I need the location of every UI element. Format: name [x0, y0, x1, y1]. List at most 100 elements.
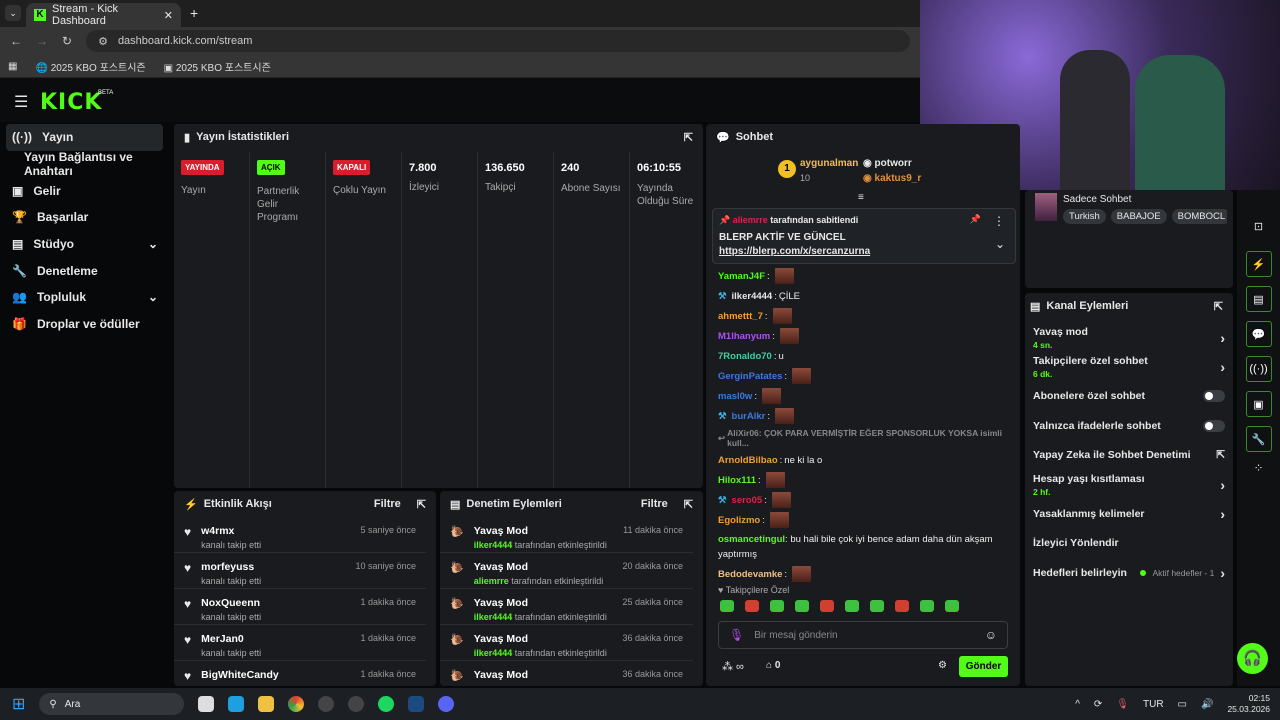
popout-icon[interactable]: ⇱ [683, 131, 693, 144]
sidebar-item-studyo[interactable]: ▤ Stüdyo ⌄ [0, 231, 170, 258]
close-tab-icon[interactable]: ✕ [163, 9, 173, 22]
follower-name[interactable]: MerJan0 [201, 633, 244, 645]
feed-item[interactable]: ♥ morfeyuss kanalı takip etti 10 saniye önc… [174, 553, 426, 589]
mod-user[interactable]: ilker4444 [473, 540, 513, 550]
sidebar-item-denetleme[interactable]: 🔧 Denetleme [0, 257, 170, 284]
sidebar-item-topluluk[interactable]: 👥 Topluluk ⌄ [0, 284, 170, 311]
bookmark-1[interactable]: 🌐 2025 KBO 포스트시즌 [35, 62, 146, 74]
channel-points-icon[interactable]: ⁂ ∞ [722, 661, 744, 673]
chat-input[interactable]: 🎙 Bir mesaj gönderin ☺ [718, 621, 1008, 649]
emote-icon[interactable] [795, 600, 809, 612]
pinned-by-user[interactable]: aliemrre [732, 215, 768, 225]
feed-item[interactable]: ♥ MerJan0 kanalı takip etti 1 dakika önce [174, 625, 426, 661]
tag[interactable]: Turkish [1063, 209, 1106, 224]
notes-button[interactable]: ▤ [1245, 286, 1272, 312]
emoji-icon[interactable]: ☺ [984, 628, 997, 642]
chevron-right-icon[interactable]: › [1220, 329, 1225, 346]
mod-item[interactable]: 🐌 Yavaş Mod ilker4444 tarafından etkinleşt… [440, 625, 693, 661]
broadcast-button[interactable]: ((·)) [1245, 356, 1272, 382]
tab-search-button[interactable]: ⌄ [5, 5, 21, 21]
site-settings-icon[interactable]: ⚙ [98, 35, 108, 48]
category-thumbnail[interactable] [1035, 193, 1057, 221]
steam-icon[interactable] [408, 696, 425, 712]
chat-username[interactable]: ArnoldBilbao [718, 454, 778, 466]
emote-icon[interactable] [770, 600, 784, 612]
back-icon[interactable]: ← [10, 34, 22, 48]
follower-name[interactable]: morfeyuss [201, 561, 255, 573]
file-explorer-icon[interactable] [258, 696, 275, 712]
menu-icon[interactable]: ☰ [14, 94, 29, 111]
reply-preview[interactable]: ↩ AliXir06: ÇOK PARA VERMİŞTİR EĞER SPON… [706, 426, 1020, 450]
tray-chevron-icon[interactable]: ^ [1075, 698, 1080, 710]
gift-points[interactable]: ⌂ 0 [766, 660, 781, 671]
new-tab-button[interactable]: + [190, 5, 199, 21]
wrench-button[interactable]: 🔧 [1245, 426, 1272, 452]
chevron-right-icon[interactable]: › [1220, 506, 1225, 523]
chrome-icon[interactable] [288, 696, 305, 712]
emote-icon[interactable] [870, 600, 884, 612]
channel-action-item[interactable]: İzleyici Yönlendir [1025, 529, 1233, 558]
feed-item[interactable]: ♥ BigWhiteCandy 1 dakika önce [174, 661, 426, 686]
feed-item[interactable]: ♥ w4rmx kanalı takip etti 5 saniye önce [174, 517, 426, 553]
kick-logo[interactable]: KICK [40, 90, 103, 115]
sidebar-item-stream-key[interactable]: Yayın Bağlantısı ve Anahtarı [0, 150, 170, 178]
popout-icon[interactable]: ⇱ [416, 498, 426, 511]
more-icon[interactable]: ⋮ [993, 214, 1005, 228]
chat-button[interactable]: 💬 [1245, 321, 1272, 347]
lightning-button[interactable]: ⚡ [1245, 251, 1272, 277]
tray-icon[interactable]: ⟳ [1093, 698, 1103, 710]
sidebar-item-basarilar[interactable]: 🏆 Başarılar [0, 204, 170, 231]
emote-icon[interactable] [920, 600, 934, 612]
emote-icon[interactable] [845, 600, 859, 612]
category-name[interactable]: Sadece Sohbet [1063, 194, 1132, 205]
forward-icon[interactable]: → [36, 34, 48, 48]
clock[interactable]: 02:15 25.03.2026 [1227, 693, 1270, 715]
chat-username[interactable]: 7Ronaldo70 [718, 350, 772, 362]
chat-username[interactable]: Bedodevamke [718, 568, 783, 580]
chevron-right-icon[interactable]: › [1220, 359, 1225, 376]
popout-icon[interactable]: ⇱ [1213, 300, 1223, 313]
chat-username[interactable]: burAlkr [731, 410, 766, 422]
toggle-switch[interactable] [1203, 390, 1225, 403]
chat-username[interactable]: ahmettt_7 [718, 310, 763, 322]
emote-icon[interactable] [745, 600, 759, 612]
mod-item[interactable]: 🐌 Yavaş Mod aliemrre tarafından etkinleşti… [440, 553, 693, 589]
sidebar-item-yayin[interactable]: ((·)) Yayın [6, 124, 163, 151]
mod-item[interactable]: 🐌 Yavaş Mod 36 dakika önce [440, 661, 693, 686]
channel-action-item[interactable]: Yapay Zeka ile Sohbet Denetimi ⇱ [1025, 441, 1233, 470]
browser-tab[interactable]: K Stream - Kick Dashboard ✕ [26, 3, 181, 27]
emote-icon[interactable] [720, 600, 734, 612]
channel-action-item[interactable]: Takipçilere özel sohbet 6 dk. › [1025, 352, 1233, 381]
channel-action-item[interactable]: Yasaklanmış kelimeler › [1025, 499, 1233, 528]
apps-icon[interactable]: ▦ [8, 60, 18, 72]
chat-username[interactable]: osmancetingul [718, 534, 786, 545]
pinned-link[interactable]: https://blerp.com/x/sercanzurna [719, 246, 871, 257]
collapse-leaderboard-icon[interactable]: ≡ [858, 192, 864, 203]
channel-action-item[interactable]: Hedefleri belirleyin Aktif hedefler - 1 › [1025, 558, 1233, 587]
channel-action-item[interactable]: Abonelere özel sohbet [1025, 382, 1233, 411]
filter-button[interactable]: Filtre [373, 498, 401, 510]
app-icon[interactable] [348, 696, 365, 712]
toggle-switch[interactable] [1203, 419, 1225, 432]
chat-username[interactable]: M1lhanyum [718, 330, 771, 342]
channel-action-item[interactable]: Yavaş mod 4 sn. › [1025, 323, 1233, 352]
task-view-icon[interactable] [198, 696, 215, 712]
mod-user[interactable]: ilker4444 [473, 612, 513, 622]
bookmark-2[interactable]: ▣ 2025 KBO 포스트시즌 [163, 62, 271, 74]
app-icon[interactable] [318, 696, 335, 712]
chat-username[interactable]: Hilox111 [718, 474, 757, 486]
feed-item[interactable]: ♥ NoxQueenn kanalı takip etti 1 dakika önce [174, 589, 426, 625]
unpin-icon[interactable]: 📌 [969, 214, 981, 224]
mod-item[interactable]: 🐌 Yavaş Mod ilker4444 tarafından etkinleşt… [440, 589, 693, 625]
send-button[interactable]: Gönder [959, 656, 1008, 677]
volume-icon[interactable]: 🔊 [1201, 698, 1214, 710]
emote-icon[interactable] [945, 600, 959, 612]
chat-username[interactable]: Egolizmo [718, 514, 761, 526]
network-icon[interactable]: ▭ [1177, 698, 1187, 710]
emote-icon[interactable] [895, 600, 909, 612]
external-link-icon[interactable]: ⇱ [1216, 449, 1225, 462]
chat-username[interactable]: GerginPatates [718, 370, 783, 382]
filter-button[interactable]: Filtre [640, 498, 668, 510]
studio-button[interactable]: ▣ [1245, 391, 1272, 417]
mod-user[interactable]: ilker4444 [473, 648, 513, 658]
